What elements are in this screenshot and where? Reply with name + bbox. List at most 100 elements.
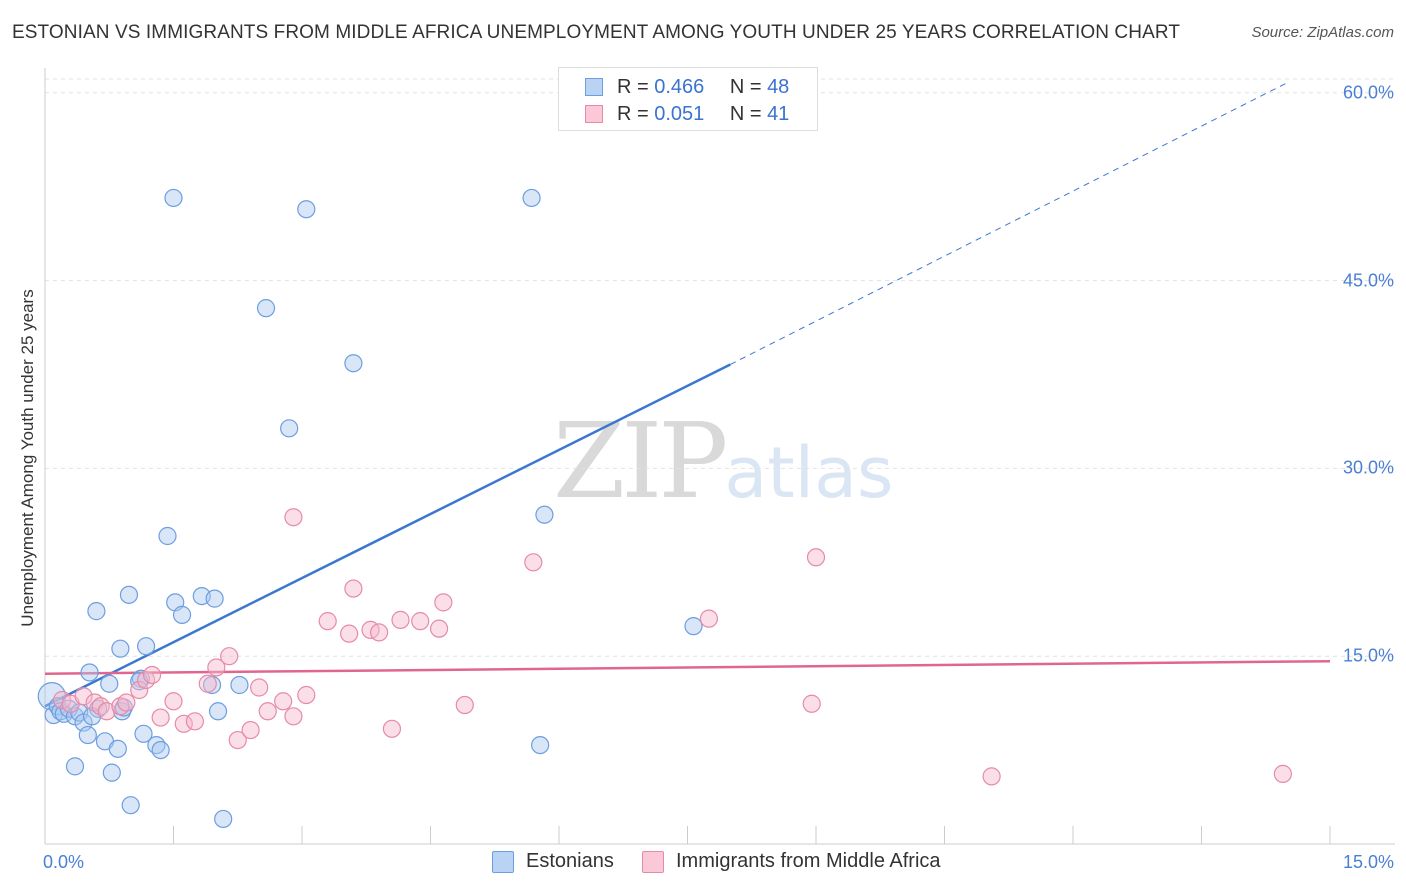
point-immigrants (74, 687, 93, 706)
point-estonians (172, 605, 192, 624)
point-immigrants (174, 714, 193, 733)
point-estonians (684, 617, 703, 636)
trend-line-1 (44, 659, 1331, 675)
point-estonians (136, 637, 156, 656)
point-immigrants (220, 647, 239, 666)
point-immigrants (207, 658, 226, 677)
point-immigrants (411, 612, 430, 631)
point-immigrants (284, 508, 303, 527)
point-estonians (134, 724, 153, 743)
legend-r-value: 0.051 (654, 102, 705, 125)
point-immigrants (524, 553, 543, 572)
point-immigrants (806, 548, 826, 567)
point-immigrants (455, 695, 474, 715)
point-immigrants (699, 609, 719, 628)
legend: R = 0.466 N = 48 R = 0.051 N = 41 (558, 67, 818, 131)
point-immigrants (297, 685, 316, 705)
point-immigrants (164, 692, 183, 711)
point-estonians (280, 419, 299, 438)
legend-row-immigrants: R = 0.051 N = 41 (585, 101, 789, 127)
point-estonians (100, 674, 119, 693)
point-estonians (230, 675, 249, 695)
y-tick-label: 45.0% (1342, 270, 1394, 291)
legend-r-value: 0.466 (654, 75, 705, 98)
legend-swatch-immigrants (585, 105, 603, 123)
point-estonians (87, 602, 106, 621)
legend-r-label: R = (617, 102, 649, 125)
watermark: ZIPatlas (553, 400, 894, 522)
point-estonians (108, 739, 127, 758)
point-immigrants (340, 624, 359, 643)
point-immigrants (284, 707, 303, 726)
point-immigrants (241, 720, 260, 740)
gridlines (45, 78, 1395, 657)
y-tick-label: 60.0% (1342, 82, 1394, 103)
point-immigrants (258, 702, 277, 721)
point-estonians (164, 188, 183, 208)
x-tick-label: 0.0% (43, 852, 85, 872)
chart-source: Source: ZipAtlas.com (1251, 24, 1394, 41)
legend-n-label: N = (729, 102, 762, 125)
point-estonians (78, 725, 97, 745)
point-estonians (205, 589, 224, 608)
y-tick-label: 15.0% (1342, 645, 1394, 666)
point-immigrants (130, 680, 149, 700)
legend-n-value: 48 (767, 75, 790, 98)
bottom-legend-swatch-estonians (492, 850, 514, 873)
point-immigrants (318, 612, 337, 631)
point-immigrants (382, 719, 402, 738)
point-immigrants (198, 674, 217, 693)
point-estonians (102, 763, 121, 782)
point-estonians (531, 735, 550, 755)
y-tick-label: 30.0% (1342, 457, 1394, 478)
point-immigrants (370, 623, 389, 642)
bottom-legend-immigrants: Immigrants from Middle Africa (642, 850, 941, 873)
point-estonians (535, 505, 554, 524)
point-estonians (214, 809, 233, 829)
point-immigrants (802, 694, 821, 713)
point-immigrants (151, 708, 170, 727)
point-estonians (80, 663, 99, 682)
trend-lines (44, 82, 1331, 708)
legend-n-label: N = (729, 75, 762, 98)
legend-row-estonians: R = 0.466 N = 48 (585, 74, 789, 100)
point-immigrants (434, 593, 453, 612)
point-estonians (344, 354, 363, 373)
point-immigrants (391, 610, 410, 629)
point-immigrants (982, 767, 1001, 786)
point-estonians (65, 757, 85, 776)
point-estonians (111, 639, 130, 658)
bottom-legend-swatch-immigrants (642, 850, 664, 873)
point-estonians (256, 299, 276, 318)
point-immigrants (429, 619, 449, 638)
point-estonians (151, 740, 170, 760)
point-immigrants (274, 692, 293, 711)
point-estonians (54, 704, 73, 723)
trend-line-0 (44, 363, 731, 708)
legend-swatch-estonians (585, 78, 603, 96)
point-estonians (158, 526, 177, 546)
chart-title: ESTONIAN VS IMMIGRANTS FROM MIDDLE AFRIC… (12, 22, 1181, 43)
data-points (37, 188, 1292, 829)
point-estonians (297, 200, 316, 219)
point-immigrants (91, 697, 110, 716)
legend-r-label: R = (617, 75, 649, 98)
point-immigrants (142, 665, 162, 685)
point-estonians (522, 188, 541, 208)
point-estonians (121, 796, 140, 815)
point-immigrants (97, 702, 116, 721)
bottom-legend-label-immigrants: Immigrants from Middle Africa (676, 850, 941, 872)
point-immigrants (136, 670, 156, 690)
point-immigrants (228, 730, 247, 750)
point-immigrants (344, 579, 363, 598)
bottom-legend-estonians: Estonians (492, 850, 614, 873)
point-immigrants (1273, 764, 1292, 783)
point-estonians (208, 702, 228, 721)
trend-line-extension-0 (730, 82, 1288, 365)
point-immigrants (250, 678, 269, 697)
x-tick-label: 15.0% (1342, 852, 1394, 872)
point-estonians (119, 585, 139, 604)
legend-n-value: 41 (767, 102, 790, 125)
bottom-legend-label-estonians: Estonians (526, 850, 614, 872)
